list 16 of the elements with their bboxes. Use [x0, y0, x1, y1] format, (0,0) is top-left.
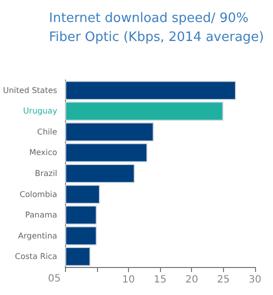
text: 05 [48, 274, 61, 284]
chart-title: Internet download speed/ 90% Fiber Optic (Kbps, 2014 average) [49, 11, 264, 45]
y-tick-label: United States [3, 86, 58, 95]
y-tick-label: Panama [25, 210, 58, 220]
y-tick-label: Colombia [20, 190, 58, 199]
y-tick-label: Costa Rica [14, 252, 58, 262]
y-tick-label: Mexico [29, 148, 58, 158]
x-tick-label: 10 [122, 274, 135, 286]
y-tick-label: Uruguay [23, 106, 58, 116]
x-tick-label: 30 [248, 274, 262, 286]
x-tick-label: 15 [154, 274, 166, 286]
x-tick-label: 25 [216, 274, 230, 286]
y-tick-label: Brazil [34, 169, 58, 178]
x-tick-label: 20 [185, 274, 198, 286]
y-tick-label: Argentina [18, 231, 58, 240]
y-tick-label: Chile [37, 127, 58, 136]
